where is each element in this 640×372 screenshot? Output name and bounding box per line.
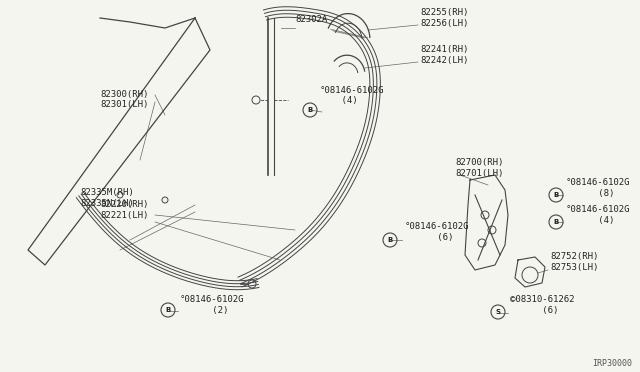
Text: 82255(RH)
82256(LH): 82255(RH) 82256(LH)	[420, 8, 468, 28]
Text: 82752(RH)
82753(LH): 82752(RH) 82753(LH)	[550, 252, 598, 272]
Text: °08146-6102G
      (8): °08146-6102G (8)	[566, 178, 630, 198]
Text: 82302A: 82302A	[295, 16, 327, 25]
Text: IRP30000: IRP30000	[592, 359, 632, 368]
Text: °08146-6102G
    (4): °08146-6102G (4)	[320, 86, 385, 105]
Text: 82335M(RH)
82335N(LH): 82335M(RH) 82335N(LH)	[80, 188, 134, 208]
Text: B: B	[165, 307, 171, 313]
Text: ©08310-61262
      (6): ©08310-61262 (6)	[510, 295, 575, 315]
Text: 82241(RH)
82242(LH): 82241(RH) 82242(LH)	[420, 45, 468, 65]
Text: °08146-6102G
      (6): °08146-6102G (6)	[405, 222, 470, 242]
Text: B: B	[307, 107, 312, 113]
Text: B: B	[554, 219, 559, 225]
Text: B: B	[387, 237, 392, 243]
Text: 82700(RH)
82701(LH): 82700(RH) 82701(LH)	[455, 158, 504, 178]
Text: 82300(RH)
82301(LH): 82300(RH) 82301(LH)	[100, 90, 148, 109]
Text: B: B	[554, 192, 559, 198]
Text: °08146-6102G
      (4): °08146-6102G (4)	[566, 205, 630, 225]
Text: °08146-6102G
      (2): °08146-6102G (2)	[180, 295, 244, 315]
Text: 82220(RH)
82221(LH): 82220(RH) 82221(LH)	[100, 200, 148, 220]
Text: S: S	[495, 309, 500, 315]
